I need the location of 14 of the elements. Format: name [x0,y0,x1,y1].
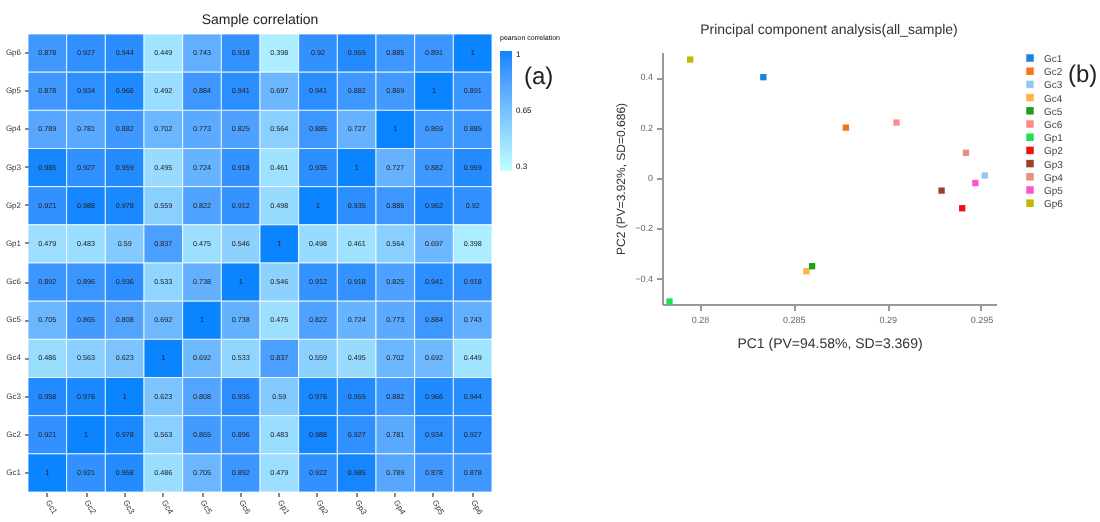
point [808,263,816,270]
point [972,179,979,187]
point [686,56,694,63]
point [842,124,850,131]
text: (a) [524,62,554,90]
text: (b) [1068,60,1098,88]
point [760,74,767,81]
point [803,268,810,275]
point [666,298,673,305]
point [981,172,988,179]
point [893,119,900,126]
point [938,187,945,194]
point [962,149,970,156]
point [959,205,966,212]
